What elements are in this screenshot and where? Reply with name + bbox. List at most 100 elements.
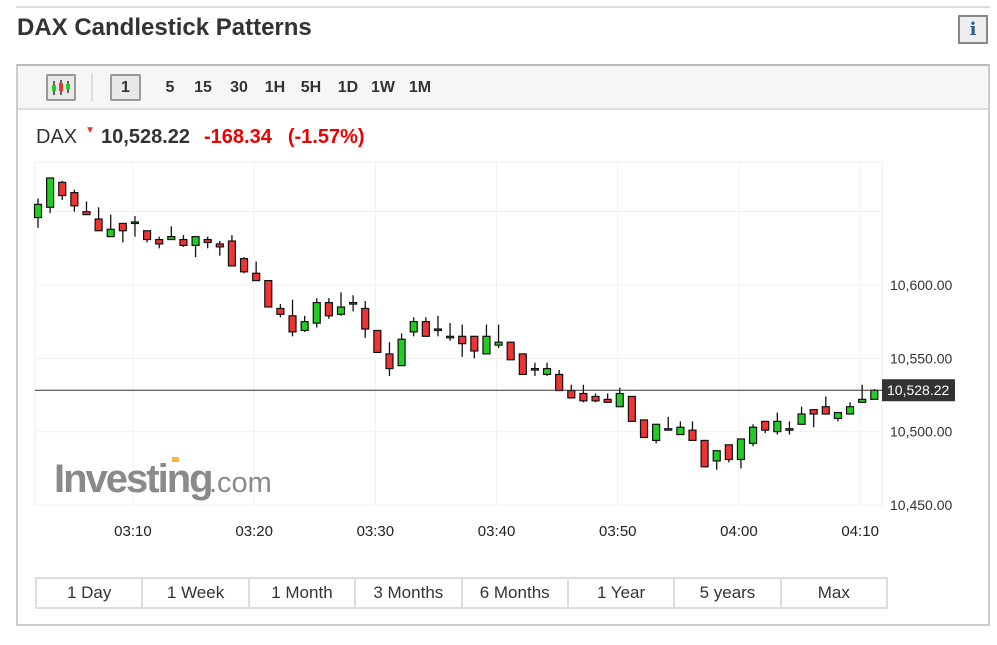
- candle: [724, 444, 733, 463]
- last-price-label-bg: [882, 379, 955, 402]
- candle-body: [433, 328, 443, 332]
- candle-body: [700, 439, 709, 468]
- info-icon: i: [969, 19, 977, 40]
- interval-1w[interactable]: 1W: [371, 79, 395, 96]
- x-tick-label: 03:10: [114, 523, 152, 540]
- candle-body: [361, 307, 370, 330]
- interval-5h[interactable]: 5H: [300, 79, 322, 96]
- candle: [239, 257, 249, 274]
- candle: [736, 438, 746, 469]
- candle: [203, 236, 212, 249]
- range-5-years[interactable]: 5 years: [675, 579, 782, 607]
- x-tick-label: 04:00: [720, 523, 758, 540]
- candle-body: [252, 272, 261, 282]
- candle: [324, 298, 333, 319]
- interval-1d[interactable]: 1D: [337, 79, 359, 96]
- candle-body: [445, 335, 455, 339]
- x-tick-label: 03:20: [235, 523, 273, 540]
- candle: [821, 396, 830, 415]
- interval-1h[interactable]: 1H: [264, 79, 286, 96]
- candle: [748, 424, 758, 447]
- candle-body: [736, 438, 746, 461]
- candle-body: [724, 444, 733, 461]
- candle-body: [409, 321, 418, 333]
- candle-body: [46, 177, 55, 208]
- last-price-label: 10,528.22: [887, 382, 949, 398]
- chart-type-button[interactable]: [46, 74, 76, 101]
- candle-body: [809, 409, 818, 415]
- candle: [445, 323, 455, 341]
- candle: [603, 393, 612, 403]
- candlestick-icon: [52, 80, 70, 95]
- candle: [409, 317, 418, 337]
- candle: [845, 402, 855, 415]
- candle-body: [336, 306, 346, 315]
- range-1-day[interactable]: 1 Day: [37, 579, 144, 607]
- interval-1m[interactable]: 1M: [408, 79, 432, 96]
- candle: [482, 324, 491, 355]
- candle-body: [870, 389, 879, 400]
- candle: [627, 395, 636, 422]
- candle: [676, 421, 685, 436]
- quote-row: DAX ▼ 10,528.22 -168.34 (-1.57%): [36, 125, 365, 149]
- candle-body: [797, 413, 806, 425]
- candle-body: [421, 321, 430, 337]
- candle-body: [676, 426, 685, 436]
- candle-body: [191, 236, 200, 247]
- investing-watermark: Investing .com: [54, 457, 272, 501]
- candle: [276, 304, 285, 318]
- candle-body: [58, 181, 67, 197]
- info-button[interactable]: i: [958, 15, 988, 44]
- candle: [773, 412, 782, 435]
- range-1-week[interactable]: 1 Week: [143, 579, 250, 607]
- candle-body: [652, 423, 661, 442]
- candle: [58, 180, 67, 200]
- candle-body: [385, 353, 394, 370]
- interval-5[interactable]: 5: [165, 79, 175, 96]
- candle-body: [833, 411, 843, 420]
- range-max[interactable]: Max: [817, 583, 850, 602]
- range-3-months[interactable]: 3 Months: [356, 579, 463, 607]
- candle-body: [664, 428, 673, 431]
- candle-body: [94, 218, 103, 232]
- y-tick-label: 10,500.00: [890, 424, 952, 440]
- plot-area: [34, 161, 883, 506]
- price-change: -168.34: [204, 126, 272, 148]
- candle-body: [239, 258, 249, 273]
- interval-15[interactable]: 15: [194, 79, 212, 96]
- candle-body: [373, 329, 382, 354]
- candle-body: [167, 236, 176, 241]
- candle: [809, 409, 818, 428]
- candle: [652, 423, 661, 444]
- candle: [349, 295, 358, 312]
- candle: [833, 411, 843, 422]
- candle-body: [470, 335, 479, 352]
- x-tick-label: 04:10: [841, 523, 879, 540]
- interval-1[interactable]: 1: [110, 74, 141, 101]
- candle: [82, 201, 91, 216]
- page-title: DAX Candlestick Patterns: [17, 14, 312, 41]
- down-arrow-icon: ▼: [85, 125, 96, 136]
- candle-body: [506, 341, 515, 361]
- candle-body: [688, 429, 697, 442]
- candle-body: [288, 315, 297, 333]
- candle-body: [530, 367, 540, 371]
- candle: [215, 241, 224, 256]
- candle-body: [397, 338, 406, 367]
- range-1-year[interactable]: 1 Year: [569, 579, 676, 607]
- candle: [106, 214, 115, 238]
- interval-30[interactable]: 30: [230, 79, 248, 96]
- range-6-months[interactable]: 6 Months: [463, 579, 569, 607]
- candle-body: [458, 335, 467, 345]
- range-1-month[interactable]: 1 Month: [250, 579, 357, 607]
- candle: [700, 439, 709, 468]
- candle: [664, 416, 673, 431]
- candle: [542, 362, 552, 376]
- candle-body: [264, 280, 273, 308]
- candle: [361, 301, 370, 338]
- candle-body: [591, 395, 600, 402]
- last-price: 10,528.22: [101, 126, 191, 148]
- candle: [421, 317, 430, 337]
- svg-text:.com: .com: [209, 467, 272, 499]
